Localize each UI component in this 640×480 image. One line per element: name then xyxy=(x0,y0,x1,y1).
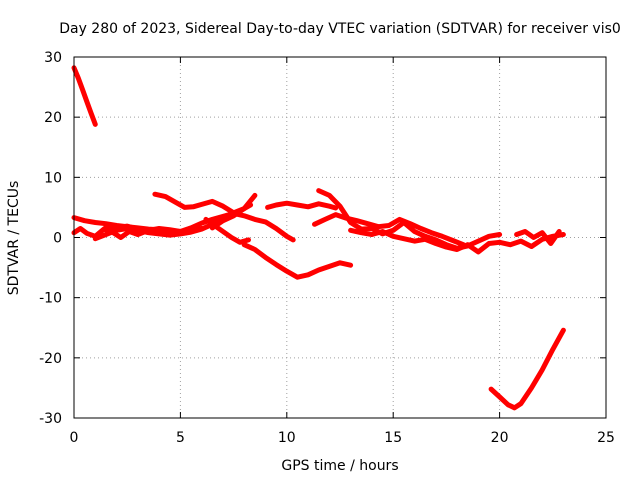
series-line-arc-1 xyxy=(71,65,98,127)
series-line-arc-15 xyxy=(514,229,562,246)
series-line-arc-12 xyxy=(312,212,466,248)
x-axis-title: GPS time / hours xyxy=(281,458,398,474)
x-tick-label: 10 xyxy=(278,430,296,446)
series-line-arc-3 xyxy=(71,226,151,240)
y-tick-label: -30 xyxy=(39,411,62,427)
y-tick-labels: -30 -20 -10 0 10 20 30 xyxy=(39,50,62,427)
x-tick-label: 25 xyxy=(597,430,615,446)
series-line-arc-7 xyxy=(203,216,251,245)
series-line-arc-13 xyxy=(348,227,503,255)
series-line-arc-16 xyxy=(488,327,566,411)
y-tick-label: 0 xyxy=(53,231,62,247)
x-tick-label: 20 xyxy=(491,430,509,446)
y-tick-label: 30 xyxy=(44,50,62,66)
grid xyxy=(74,57,606,418)
y-tick-label: 20 xyxy=(44,110,62,126)
y-tick-label: 10 xyxy=(44,170,62,186)
y-tick-label: -20 xyxy=(39,351,62,367)
chart-title: Day 280 of 2023, Sidereal Day-to-day VTE… xyxy=(59,21,621,37)
x-tick-label: 5 xyxy=(176,430,185,446)
x-tick-labels: 0 5 10 15 20 25 xyxy=(70,430,615,446)
x-tick-label: 0 xyxy=(70,430,79,446)
series-group xyxy=(71,65,566,411)
series-line-arc-9 xyxy=(241,242,354,280)
y-axis-title: SDTVAR / TECUs xyxy=(6,181,22,296)
axis-ticks xyxy=(73,56,607,419)
series-line-arc-5 xyxy=(103,210,296,243)
series-line-arc-10 xyxy=(265,200,339,211)
y-tick-label: -10 xyxy=(39,291,62,307)
series-line-arc-8 xyxy=(209,202,254,231)
x-tick-label: 15 xyxy=(384,430,402,446)
